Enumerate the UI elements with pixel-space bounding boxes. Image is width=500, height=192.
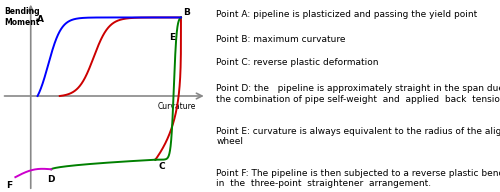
Text: B: B (182, 7, 190, 17)
Text: C: C (159, 162, 166, 171)
Text: Bending
Moment: Bending Moment (4, 7, 40, 27)
Text: F: F (6, 181, 12, 190)
Text: E: E (169, 33, 175, 42)
Text: Curvature: Curvature (158, 102, 196, 111)
Text: Point D: the   pipeline is approximately straight in the span due to
the combina: Point D: the pipeline is approximately s… (216, 84, 500, 104)
Text: Point F: The pipeline is then subjected to a reverse plastic bending
in  the  th: Point F: The pipeline is then subjected … (216, 169, 500, 188)
Text: A: A (38, 15, 44, 24)
Text: Point E: curvature is always equivalent to the radius of the aligner
wheel: Point E: curvature is always equivalent … (216, 127, 500, 146)
Text: Point A: pipeline is plasticized and passing the yield point: Point A: pipeline is plasticized and pas… (216, 10, 478, 19)
Text: Point B: maximum curvature: Point B: maximum curvature (216, 35, 346, 44)
Text: D: D (48, 175, 55, 185)
Text: Point C: reverse plastic deformation: Point C: reverse plastic deformation (216, 58, 379, 67)
